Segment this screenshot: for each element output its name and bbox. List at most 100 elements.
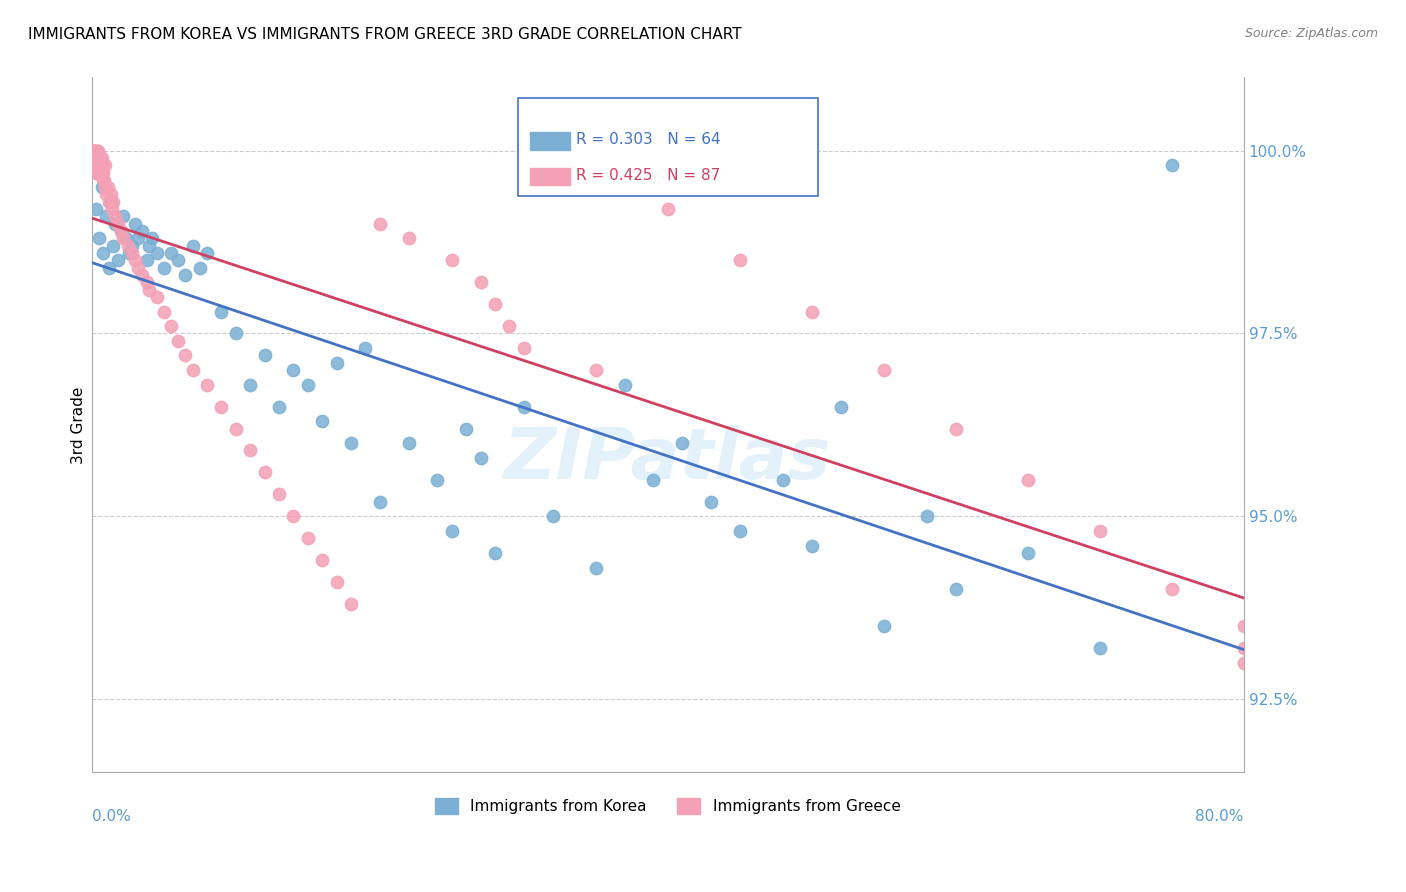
Point [1088, 640, 1111, 655]
Point [456, 421, 478, 435]
Point [830, 400, 852, 414]
Point [195, 377, 218, 392]
Point [440, 253, 463, 268]
Point [209, 400, 232, 414]
Point [84, 151, 107, 165]
Point [541, 509, 564, 524]
Point [131, 268, 153, 282]
Point [91, 246, 114, 260]
Point [181, 238, 204, 252]
Point [873, 619, 896, 633]
Point [90, 151, 112, 165]
Point [84, 144, 107, 158]
Point [253, 466, 276, 480]
Point [800, 539, 823, 553]
Point [325, 575, 347, 590]
Point [945, 582, 967, 597]
Point [340, 597, 363, 611]
Point [124, 253, 146, 268]
Point [325, 356, 347, 370]
Point [91, 173, 114, 187]
Point [398, 231, 420, 245]
Point [657, 202, 679, 216]
Point [127, 231, 149, 245]
Point [82, 144, 104, 158]
Point [160, 319, 183, 334]
Point [138, 238, 160, 252]
Point [728, 524, 751, 538]
Point [117, 238, 139, 252]
Point [253, 348, 276, 362]
Point [152, 260, 174, 275]
Point [97, 180, 120, 194]
Point [354, 341, 377, 355]
Point [368, 494, 391, 508]
Point [82, 144, 104, 158]
Point [89, 151, 111, 165]
Point [127, 260, 149, 275]
Point [83, 144, 105, 158]
Point [195, 246, 218, 260]
Point [267, 400, 290, 414]
Point [91, 158, 114, 172]
Point [86, 151, 108, 165]
Point [152, 304, 174, 318]
Point [96, 210, 118, 224]
Point [89, 165, 111, 179]
Point [103, 194, 125, 209]
Point [484, 546, 506, 560]
Point [107, 253, 129, 268]
Point [174, 348, 197, 362]
Point [585, 363, 607, 377]
Point [1233, 656, 1256, 670]
Point [1233, 619, 1256, 633]
Point [145, 290, 167, 304]
Point [800, 304, 823, 318]
Point [498, 319, 520, 334]
Point [135, 275, 157, 289]
Point [470, 450, 492, 465]
Point [87, 231, 110, 245]
Text: 80.0%: 80.0% [1195, 809, 1244, 824]
Point [340, 436, 363, 450]
Point [103, 238, 125, 252]
Point [90, 180, 112, 194]
Point [86, 165, 108, 179]
Point [93, 173, 115, 187]
Point [239, 443, 262, 458]
Point [267, 487, 290, 501]
Bar [517, 98, 817, 195]
Point [700, 494, 723, 508]
Point [115, 231, 138, 245]
Bar [530, 132, 569, 150]
Point [181, 363, 204, 377]
Point [188, 260, 211, 275]
Text: Source: ZipAtlas.com: Source: ZipAtlas.com [1244, 27, 1378, 40]
Point [585, 560, 607, 574]
Point [728, 253, 751, 268]
Point [145, 246, 167, 260]
Point [100, 194, 122, 209]
Text: R = 0.425   N = 87: R = 0.425 N = 87 [575, 168, 720, 183]
Point [671, 436, 693, 450]
Point [100, 187, 122, 202]
Point [440, 524, 463, 538]
Point [398, 436, 420, 450]
Point [83, 144, 105, 158]
Point [110, 224, 132, 238]
Point [209, 304, 232, 318]
Point [1017, 546, 1039, 560]
Point [283, 509, 305, 524]
Point [945, 421, 967, 435]
Point [94, 180, 117, 194]
Point [87, 151, 110, 165]
Point [104, 217, 127, 231]
Point [96, 187, 118, 202]
Point [87, 165, 110, 179]
Point [90, 165, 112, 179]
Point [87, 158, 110, 172]
Point [87, 144, 110, 158]
Y-axis label: 3rd Grade: 3rd Grade [72, 386, 86, 464]
Point [86, 158, 108, 172]
Point [225, 326, 247, 341]
